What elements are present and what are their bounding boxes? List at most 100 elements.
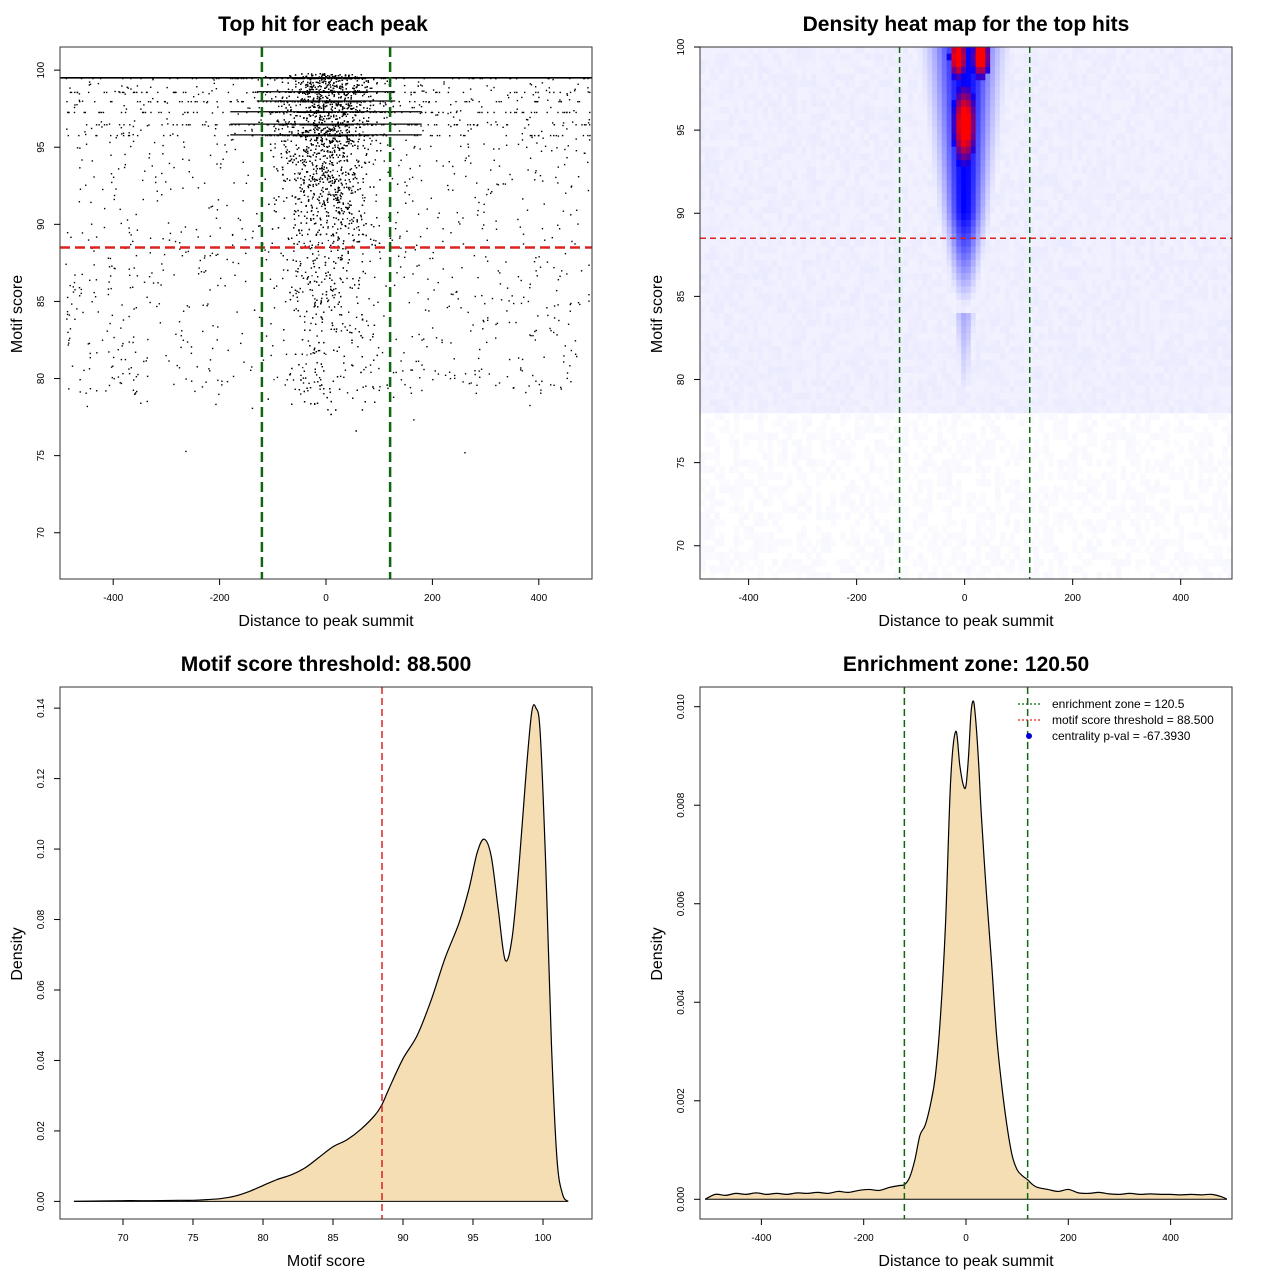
scatter-point [533, 261, 536, 263]
scatter-point [157, 282, 159, 284]
scatter-point [298, 89, 301, 91]
scatter-point [224, 144, 226, 146]
scatter-point [535, 111, 538, 114]
scatter-point [166, 118, 168, 120]
scatter-point [110, 287, 112, 290]
scatter-point [394, 111, 396, 114]
scatter-point [511, 295, 513, 297]
scatter-point [308, 129, 311, 132]
scatter-point [182, 91, 185, 94]
scatter-point [411, 369, 414, 371]
scatter-point [479, 111, 481, 114]
scatter-point [588, 119, 591, 121]
scatter-point [117, 349, 119, 351]
scatter-point [181, 255, 184, 257]
scatter-point [142, 198, 145, 201]
scatter-point [415, 360, 417, 363]
scatter-point [534, 339, 537, 341]
scatter-point [479, 348, 481, 351]
scatter-point [85, 133, 87, 136]
scatter-point [448, 135, 451, 137]
scatter-point [387, 91, 389, 94]
scatter-point [79, 378, 81, 381]
scatter-point [91, 160, 93, 162]
scatter-point [311, 88, 313, 91]
scatter-point [240, 342, 242, 345]
scatter-point [540, 389, 542, 391]
scatter-point [395, 338, 397, 341]
scatter-point [493, 86, 495, 89]
scatter-point [120, 111, 123, 114]
scatter-point [105, 390, 107, 392]
scatter-point [317, 250, 320, 253]
scatter-point [242, 200, 244, 202]
scatter-point [478, 201, 480, 204]
scatter-point [196, 100, 198, 103]
scatter-point [216, 163, 218, 165]
scatter-point [120, 327, 122, 329]
scatter-point [128, 231, 131, 234]
scatter-point [522, 198, 524, 200]
scatter-point [336, 170, 339, 173]
scatter-point [344, 369, 347, 371]
scatter-point [215, 403, 217, 406]
scatter-point [587, 91, 589, 93]
scatter-point [387, 387, 389, 390]
scatter-point [279, 111, 281, 114]
scatter-point [529, 157, 532, 159]
scatter-point [505, 124, 508, 126]
scatter-point [538, 134, 540, 137]
scatter-point [408, 178, 411, 180]
scatter-point [112, 356, 115, 359]
scatter-point [372, 387, 375, 390]
scatter-point [582, 134, 585, 137]
scatter-point [521, 358, 524, 361]
scatter-point [203, 100, 205, 103]
scatter-point [375, 124, 377, 126]
scatter-point [347, 227, 350, 229]
scatter-point [211, 112, 214, 114]
scatter-point [399, 235, 401, 237]
scatter-point [410, 91, 412, 94]
scatter-point [95, 390, 98, 392]
scatter-point [426, 227, 428, 230]
scatter-point [78, 287, 81, 289]
scatter-point [522, 233, 525, 235]
scatter-point [529, 404, 531, 407]
scatter-point [105, 91, 108, 94]
scatter-point [110, 173, 113, 175]
scatter-point [121, 85, 123, 87]
scatter-point [96, 352, 98, 354]
scatter-point [111, 181, 113, 184]
scatter-point [88, 81, 91, 83]
scatter-title: Top hit for each peak [218, 13, 428, 36]
scatter-point [406, 185, 408, 187]
scatter-point [431, 134, 433, 137]
scatter-point [552, 78, 554, 81]
scatter-point [311, 198, 314, 200]
scatter-point [172, 91, 175, 94]
scatter-point [132, 133, 134, 136]
scatter-point [124, 93, 126, 95]
scatter-point [540, 150, 543, 152]
scatter-point [215, 254, 217, 257]
scatter-point [340, 306, 342, 308]
scatter-point [197, 236, 199, 238]
scatter-point [251, 366, 253, 368]
scatter-point [330, 285, 332, 288]
scatter-point [448, 87, 450, 89]
scatter-point [67, 331, 69, 334]
scatter-point [536, 142, 538, 144]
scatter-point [363, 212, 366, 214]
scatter-point [362, 181, 364, 183]
scatter-x-label: Distance to peak summit [238, 613, 414, 630]
scatter-point [144, 111, 147, 114]
scatter-point [482, 319, 484, 322]
scatter-point [419, 84, 422, 86]
scatter-point [323, 393, 325, 395]
scatter-point [441, 341, 443, 344]
scatter-point [222, 158, 224, 160]
scatter-point [472, 124, 475, 126]
scatter-point [76, 91, 79, 94]
